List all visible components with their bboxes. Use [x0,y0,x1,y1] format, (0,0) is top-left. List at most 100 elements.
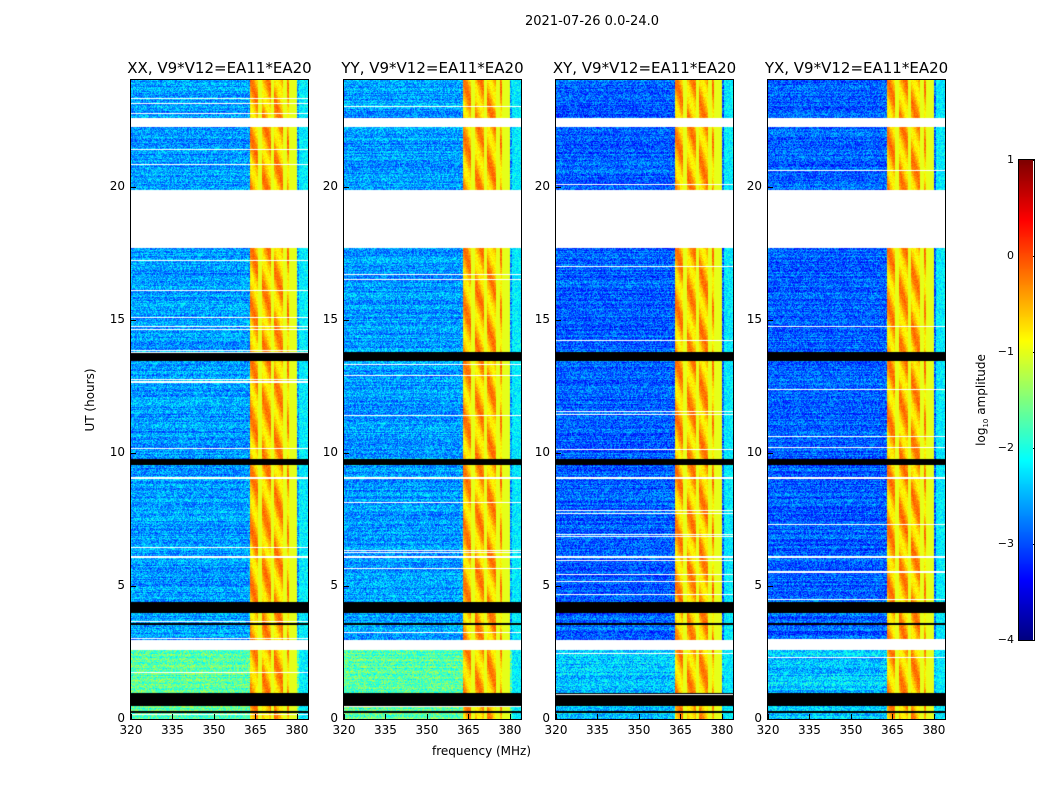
colorbar-tick [1030,640,1034,641]
x-tick-label: 365 [457,723,480,737]
x-tick [344,714,345,719]
x-tick [933,714,935,719]
y-tick-label: 20 [746,178,762,193]
y-tick [556,719,561,720]
panel-title: XX, V9*V12=EA11*EA20 [127,59,312,77]
y-tick [556,186,561,188]
x-tick [213,714,215,719]
y-tick-label: 15 [322,311,338,326]
y-tick [768,319,773,321]
y-tick-label: 15 [746,311,762,326]
colorbar-tick-label: 1 [1007,153,1014,166]
x-tick [556,714,557,719]
y-tick [344,585,349,587]
y-axis-label: UT (hours) [83,368,97,432]
y-tick [768,585,773,587]
y-tick-label: 0 [754,711,762,725]
y-tick [344,452,349,454]
heatmap-xx [131,80,308,719]
y-tick [344,719,349,720]
x-tick [385,714,387,719]
x-tick-label: 320 [332,723,356,737]
y-tick [556,585,561,587]
y-tick-label: 0 [117,711,125,725]
x-tick [892,714,894,719]
y-tick-label: 15 [534,311,550,326]
x-tick [131,714,132,719]
x-tick [809,714,811,719]
x-tick [468,714,470,719]
y-tick [344,319,349,321]
colorbar-tick-label: −3 [997,537,1014,550]
x-tick-label: 335 [161,723,184,737]
x-tick [172,714,174,719]
x-axis-label: frequency (MHz) [432,744,532,758]
y-tick-label: 10 [534,444,550,459]
panel-title: XY, V9*V12=EA11*EA20 [552,59,737,77]
panel-title: YY, V9*V12=EA11*EA20 [341,59,524,77]
y-tick-label: 0 [542,711,550,725]
y-tick [131,186,136,188]
x-tick-label: 350 [627,723,651,737]
x-tick-label: 350 [202,723,226,737]
heatmap-yy [344,80,521,719]
x-tick [768,714,769,719]
y-tick [768,452,773,454]
y-tick-label: 5 [117,577,125,592]
y-tick [768,719,773,720]
x-tick [255,714,257,719]
heatmap-xy [556,80,733,719]
x-tick [296,714,298,719]
x-tick-label: 320 [119,723,143,737]
x-tick [509,714,511,719]
y-tick [556,452,561,454]
y-tick-label: 15 [109,311,125,326]
x-tick-label: 365 [244,723,267,737]
x-tick-label: 365 [669,723,692,737]
y-tick-label: 10 [746,444,762,459]
x-tick [638,714,640,719]
y-tick-label: 10 [109,444,125,459]
x-tick-label: 380 [498,723,522,737]
x-tick [426,714,428,719]
x-tick [680,714,682,719]
colorbar [1019,160,1033,640]
y-tick-label: 20 [322,178,338,193]
figure-suptitle: 2021-07-26 0.0-24.0 [525,14,659,29]
y-tick [131,452,136,454]
y-tick-label: 20 [534,178,550,193]
colorbar-tick-label: −2 [997,441,1014,454]
heatmap-yx [768,80,945,719]
y-tick-label: 10 [322,444,338,459]
x-tick [597,714,599,719]
colorbar-tick-label: −1 [997,345,1014,358]
x-tick-label: 350 [839,723,863,737]
y-tick [131,585,136,587]
y-tick-label: 5 [330,577,338,592]
y-tick [556,319,561,321]
y-tick-label: 0 [330,711,338,725]
x-tick-label: 380 [285,723,309,737]
x-tick-label: 335 [374,723,397,737]
x-tick-label: 380 [922,723,946,737]
y-tick-label: 5 [542,577,550,592]
y-tick-label: 5 [754,577,762,592]
x-tick-label: 350 [415,723,439,737]
y-tick [344,186,349,188]
y-tick [131,719,136,720]
colorbar-tick-label: −4 [997,633,1014,646]
x-tick-label: 380 [710,723,734,737]
x-tick-label: 335 [798,723,821,737]
colorbar-tick-label: 0 [1007,249,1014,262]
y-tick-label: 20 [109,178,125,193]
x-tick [721,714,723,719]
y-tick [131,319,136,321]
x-tick-label: 335 [586,723,609,737]
panel-title: YX, V9*V12=EA11*EA20 [764,59,949,77]
x-tick [850,714,852,719]
x-tick-label: 365 [881,723,904,737]
y-tick [768,186,773,188]
x-tick-label: 320 [756,723,780,737]
x-tick-label: 320 [544,723,568,737]
